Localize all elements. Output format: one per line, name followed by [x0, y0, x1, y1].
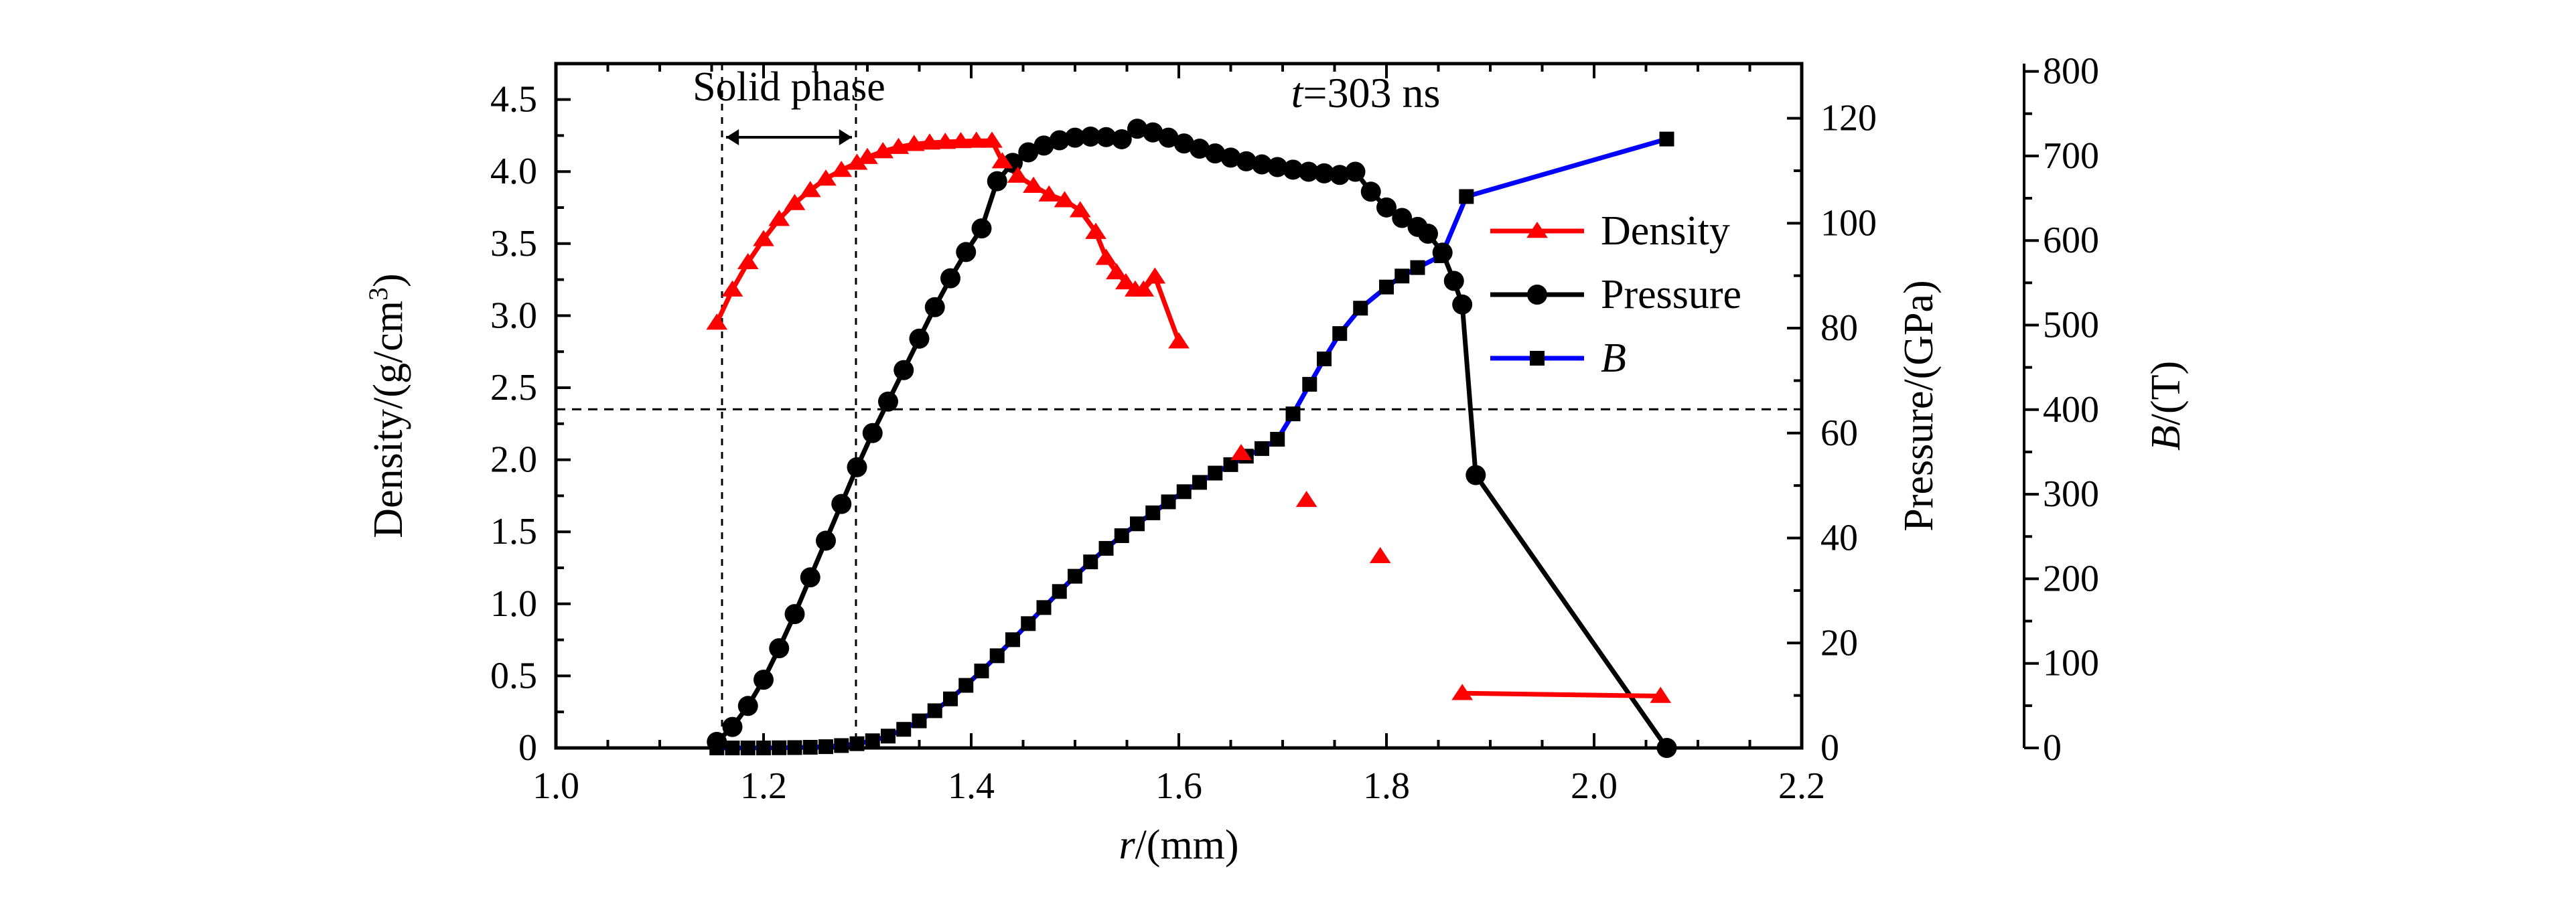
- svg-text:0.5: 0.5: [490, 655, 537, 696]
- svg-text:r/(mm): r/(mm): [1119, 822, 1238, 868]
- svg-text:500: 500: [2043, 305, 2099, 346]
- svg-text:1.8: 1.8: [1363, 765, 1410, 807]
- svg-text:100: 100: [2043, 643, 2099, 684]
- svg-text:200: 200: [2043, 558, 2099, 599]
- svg-text:400: 400: [2043, 389, 2099, 431]
- svg-text:Pressure: Pressure: [1601, 272, 1741, 317]
- svg-text:1.4: 1.4: [948, 765, 995, 807]
- svg-text:40: 40: [1820, 518, 1858, 559]
- svg-text:1.2: 1.2: [740, 765, 787, 807]
- svg-text:Density/(g/cm3): Density/(g/cm3): [363, 273, 412, 538]
- svg-text:B: B: [1601, 335, 1626, 381]
- svg-text:Solid phase: Solid phase: [693, 64, 885, 110]
- svg-text:0: 0: [518, 727, 537, 769]
- svg-text:300: 300: [2043, 473, 2099, 515]
- svg-text:2.2: 2.2: [1778, 765, 1825, 807]
- svg-text:700: 700: [2043, 135, 2099, 177]
- svg-text:0: 0: [1820, 727, 1839, 769]
- svg-text:1.0: 1.0: [490, 583, 537, 625]
- svg-text:B/(T): B/(T): [2143, 361, 2189, 451]
- svg-text:1.5: 1.5: [490, 511, 537, 552]
- svg-text:2.5: 2.5: [490, 367, 537, 408]
- svg-text:4.5: 4.5: [490, 79, 537, 121]
- svg-text:100: 100: [1820, 202, 1877, 244]
- svg-text:4.0: 4.0: [490, 151, 537, 192]
- svg-text:800: 800: [2043, 51, 2099, 92]
- svg-text:1.6: 1.6: [1155, 765, 1202, 807]
- svg-text:120: 120: [1820, 98, 1877, 139]
- svg-text:1.0: 1.0: [532, 765, 579, 807]
- svg-text:3.0: 3.0: [490, 295, 537, 336]
- svg-text:Density: Density: [1601, 208, 1730, 254]
- svg-text:600: 600: [2043, 220, 2099, 261]
- svg-text:t=303 ns: t=303 ns: [1291, 69, 1441, 117]
- svg-text:0: 0: [2043, 727, 2062, 769]
- svg-text:60: 60: [1820, 412, 1858, 454]
- svg-text:80: 80: [1820, 307, 1858, 349]
- svg-text:3.5: 3.5: [490, 223, 537, 264]
- svg-text:20: 20: [1820, 622, 1858, 664]
- svg-text:2.0: 2.0: [1571, 765, 1618, 807]
- svg-text:2.0: 2.0: [490, 439, 537, 481]
- svg-text:Pressure/(GPa): Pressure/(GPa): [1896, 280, 1942, 531]
